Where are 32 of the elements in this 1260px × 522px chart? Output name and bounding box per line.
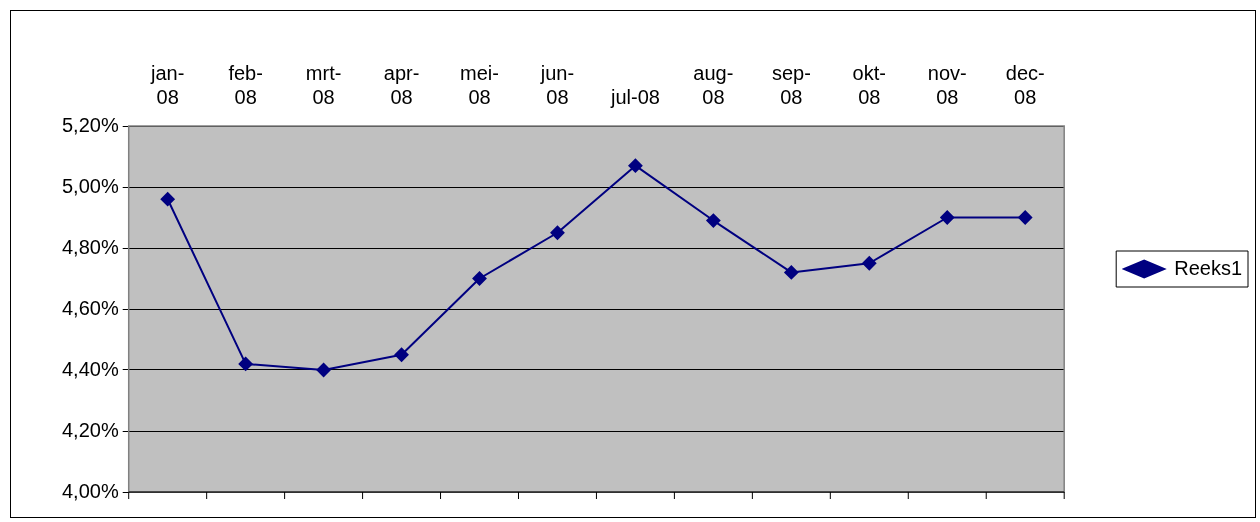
- x-tick-label: jun-08: [539, 61, 575, 108]
- y-tick-label: 5,20%: [61, 113, 119, 136]
- y-tick-label: 5,00%: [61, 174, 119, 197]
- x-tick-label: jan-08: [150, 61, 185, 108]
- x-tick-label: okt-08: [852, 61, 886, 108]
- point: [238, 356, 253, 371]
- x-tick-label: jul-08: [609, 85, 660, 108]
- x-tick-label: dec-08: [1005, 61, 1045, 108]
- x-tick-label: mei-08: [460, 61, 499, 108]
- point: [940, 210, 955, 225]
- point: [628, 158, 643, 173]
- point: [316, 363, 331, 377]
- point: [1018, 210, 1033, 225]
- point: [784, 265, 799, 280]
- legend-label: Reeks1: [1174, 256, 1242, 279]
- y-tick-label: 4,40%: [61, 357, 119, 380]
- point: [472, 271, 487, 286]
- point: [706, 213, 721, 228]
- x-tick-label: nov-08: [927, 61, 967, 108]
- x-tick-label: sep-08: [771, 61, 811, 108]
- y-tick-label: 4,80%: [61, 235, 119, 258]
- y-tick-label: 4,60%: [61, 296, 119, 319]
- point: [394, 347, 409, 362]
- point: [160, 192, 175, 207]
- y-tick-label: 4,20%: [61, 418, 119, 441]
- x-tick-label: feb-08: [228, 61, 263, 108]
- x-tick-label: apr-08: [383, 61, 420, 108]
- y-tick-label: 4,00%: [61, 479, 119, 502]
- point: [550, 225, 565, 240]
- x-tick-label: mrt-08: [305, 61, 342, 108]
- x-tick-label: aug-08: [693, 61, 734, 108]
- point: [862, 256, 877, 271]
